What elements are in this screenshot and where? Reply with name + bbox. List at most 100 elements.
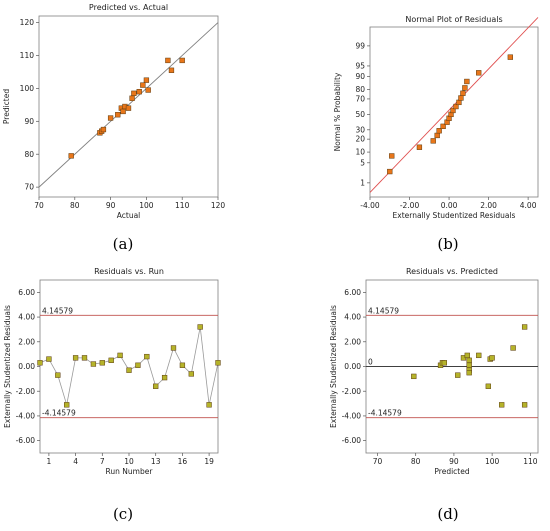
reference-line-a bbox=[38, 22, 219, 188]
x-tick-label-a: 110 bbox=[175, 201, 190, 210]
x-tick-label-c: 7 bbox=[100, 457, 105, 466]
reference-line-label-d: 0 bbox=[368, 358, 373, 367]
x-tick-label-a: 100 bbox=[139, 201, 154, 210]
data-point-c bbox=[55, 372, 61, 378]
y-tick-label-a: 100 bbox=[20, 84, 35, 93]
data-point-c bbox=[170, 345, 177, 351]
data-point-d bbox=[485, 383, 491, 389]
x-tick-label-d: 110 bbox=[523, 457, 538, 466]
data-point-c bbox=[126, 367, 132, 373]
y-tick-label-b: 10 bbox=[355, 148, 365, 157]
x-tick-label-a: 80 bbox=[70, 201, 80, 210]
panel-label-d: (d) bbox=[437, 505, 458, 523]
data-point-b bbox=[462, 85, 468, 91]
y-tick-label-b: 30 bbox=[355, 125, 365, 134]
x-axis-label-a: Actual bbox=[117, 211, 141, 220]
x-axis-label-b: Externally Studentized Residuals bbox=[393, 211, 516, 220]
data-point-c bbox=[135, 362, 141, 368]
data-point-c bbox=[90, 361, 97, 367]
x-tick-label-d: 70 bbox=[373, 457, 383, 466]
x-tick-label-c: 16 bbox=[178, 457, 188, 466]
y-axis-label-a: Predicted bbox=[2, 89, 11, 124]
data-point-b bbox=[458, 95, 464, 101]
y-tick-label-c: -4.00 bbox=[16, 412, 36, 421]
data-point-d bbox=[510, 345, 516, 351]
y-tick-label-a: 70 bbox=[24, 183, 34, 192]
data-point-c bbox=[72, 355, 79, 361]
x-tick-label-a: 120 bbox=[211, 201, 226, 210]
reference-line-label-c: -4.14579 bbox=[42, 409, 76, 418]
data-point-c bbox=[117, 352, 123, 359]
y-tick-label-a: 90 bbox=[24, 117, 34, 126]
y-tick-label-b: 5 bbox=[360, 158, 365, 167]
chart-a: Predicted vs. Actual Actual Predicted 70 80 9… bbox=[2, 3, 225, 220]
data-point-d bbox=[499, 402, 505, 408]
x-tick-label-d: 80 bbox=[411, 457, 421, 466]
data-point-a bbox=[136, 89, 142, 95]
x-tick-label-c: 4 bbox=[73, 457, 78, 466]
data-point-a bbox=[179, 57, 185, 64]
y-tick-label-c: 4.00 bbox=[18, 313, 35, 322]
x-tick-label-c: 1 bbox=[47, 457, 52, 466]
x-tick-label-b: -4.00 bbox=[360, 201, 380, 210]
data-point-d bbox=[466, 362, 472, 368]
data-point-c bbox=[108, 357, 114, 363]
chart-title-b: Normal Plot of Residuals bbox=[405, 15, 502, 24]
y-tick-label-b: 1 bbox=[360, 178, 365, 187]
x-tick-label-b: 0.00 bbox=[441, 201, 458, 210]
data-point-b bbox=[416, 144, 423, 150]
data-point-a bbox=[168, 67, 175, 73]
y-tick-label-d: 4.00 bbox=[344, 313, 361, 322]
data-point-d bbox=[464, 352, 470, 359]
data-point-a bbox=[143, 77, 150, 83]
data-point-c bbox=[64, 402, 70, 408]
data-point-c bbox=[161, 374, 168, 381]
x-tick-label-b: -2.00 bbox=[400, 201, 420, 210]
y-tick-label-d: -4.00 bbox=[342, 412, 362, 421]
y-tick-label-d: -2.00 bbox=[342, 387, 362, 396]
y-tick-label-b: 95 bbox=[355, 62, 365, 71]
data-point-d bbox=[441, 360, 448, 366]
y-tick-label-c: 2.00 bbox=[18, 337, 35, 346]
data-point-d bbox=[466, 357, 472, 363]
y-tick-label-a: 80 bbox=[24, 150, 34, 159]
data-point-a bbox=[107, 115, 114, 121]
x-axis-label-d: Predicted bbox=[434, 467, 469, 476]
y-axis-label-b: Normal % Probability bbox=[333, 72, 342, 151]
data-point-d bbox=[489, 355, 495, 361]
x-axis-label-c: Run Number bbox=[106, 467, 154, 476]
chart-b: Normal Plot of Residuals Externally Stude… bbox=[333, 15, 539, 220]
data-point-d bbox=[476, 352, 482, 359]
panel-label-a: (a) bbox=[113, 235, 134, 253]
data-point-c bbox=[179, 362, 186, 368]
data-point-a bbox=[125, 105, 132, 111]
x-tick-label-d: 100 bbox=[485, 457, 500, 466]
panel-label-c: (c) bbox=[113, 505, 133, 523]
data-point-b bbox=[436, 128, 442, 134]
data-point-b bbox=[430, 138, 436, 144]
y-tick-label-c: -2.00 bbox=[16, 387, 36, 396]
x-tick-label-b: 2.00 bbox=[480, 201, 497, 210]
y-tick-label-b: 70 bbox=[355, 95, 365, 104]
data-point-b bbox=[507, 54, 513, 60]
data-point-b bbox=[387, 168, 393, 175]
data-point-d bbox=[521, 324, 528, 330]
data-point-d bbox=[455, 372, 461, 378]
data-point-b bbox=[460, 90, 466, 96]
data-point-c bbox=[215, 360, 221, 366]
x-tick-label-c: 10 bbox=[124, 457, 134, 466]
data-point-a bbox=[100, 126, 107, 133]
data-point-a bbox=[131, 90, 137, 96]
data-point-c bbox=[46, 356, 52, 362]
chart-title-a: Predicted vs. Actual bbox=[89, 3, 168, 12]
y-axis-label-d: Externally Studentized Residuals bbox=[329, 305, 338, 428]
data-point-c bbox=[144, 353, 150, 360]
data-point-a bbox=[129, 95, 135, 101]
x-tick-label-c: 13 bbox=[151, 457, 161, 466]
y-tick-label-c: 6.00 bbox=[18, 288, 35, 297]
data-point-b bbox=[450, 107, 456, 114]
chart-d: Residuals vs. Predicted Predicted External… bbox=[329, 267, 539, 476]
y-tick-label-a: 110 bbox=[20, 51, 35, 60]
data-point-c bbox=[206, 402, 212, 408]
